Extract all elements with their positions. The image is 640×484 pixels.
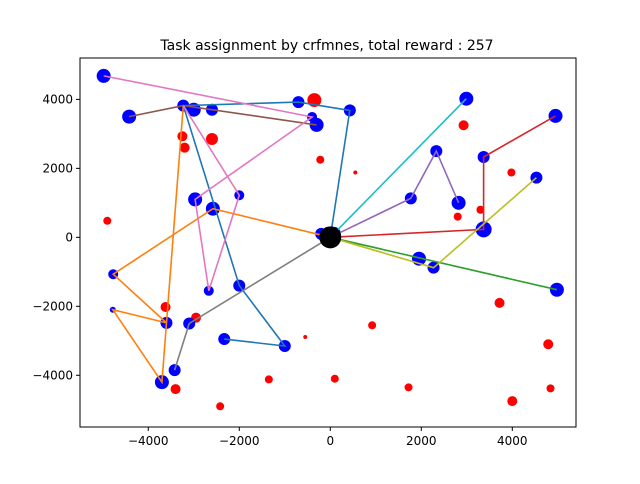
red-point-17 [264, 375, 273, 384]
depot-point [319, 226, 342, 249]
chart-title: Task assignment by crfmnes, total reward… [159, 38, 493, 54]
route-line-6 [103, 75, 315, 292]
route-line-3 [330, 115, 556, 239]
red-point-7 [507, 168, 516, 177]
red-point-10 [103, 216, 112, 225]
axes-frame [79, 57, 577, 428]
red-point-8 [453, 212, 462, 221]
red-point-9 [476, 205, 485, 214]
red-point-3 [205, 133, 218, 146]
red-point-16 [543, 339, 554, 350]
x-tick-label-1: −2000 [219, 434, 260, 448]
x-tick-label-4: 4000 [497, 434, 528, 448]
route-line-4 [329, 149, 460, 239]
red-point-21 [507, 396, 518, 407]
red-point-13 [303, 334, 308, 339]
red-point-4 [316, 155, 325, 164]
red-point-20 [546, 384, 555, 393]
route-line-1 [110, 105, 331, 385]
red-point-15 [494, 297, 505, 308]
y-tick-label-0: −4000 [32, 368, 73, 382]
blue-point-14 [451, 195, 466, 210]
y-tick-label-4: 4000 [42, 92, 73, 106]
x-tick-label-0: −4000 [128, 434, 169, 448]
red-point-22 [170, 384, 181, 395]
blue-point-10 [548, 108, 563, 123]
y-tick-label-3: 2000 [42, 161, 73, 175]
blue-point-0 [96, 68, 111, 83]
red-point-5 [353, 170, 358, 175]
red-point-11 [160, 301, 171, 312]
red-point-18 [330, 374, 339, 383]
red-point-23 [216, 402, 225, 411]
route-line-9 [329, 98, 467, 238]
red-point-2 [179, 142, 190, 153]
y-tick-label-2: 0 [65, 230, 73, 244]
red-point-19 [404, 383, 413, 392]
route-line-2 [330, 236, 558, 291]
red-point-1 [177, 131, 188, 142]
plot-area: −4000 −2000 0 2000 4000 −4000 −2000 0 2000 4000 [32, 57, 577, 448]
red-point-14 [368, 321, 377, 330]
route-line-8 [330, 177, 537, 269]
red-point-6 [458, 120, 469, 131]
y-tick-label-1: −2000 [32, 299, 73, 313]
x-tick-label-3: 2000 [406, 434, 437, 448]
x-tick-label-2: 0 [326, 434, 334, 448]
route-line-7 [173, 236, 331, 371]
